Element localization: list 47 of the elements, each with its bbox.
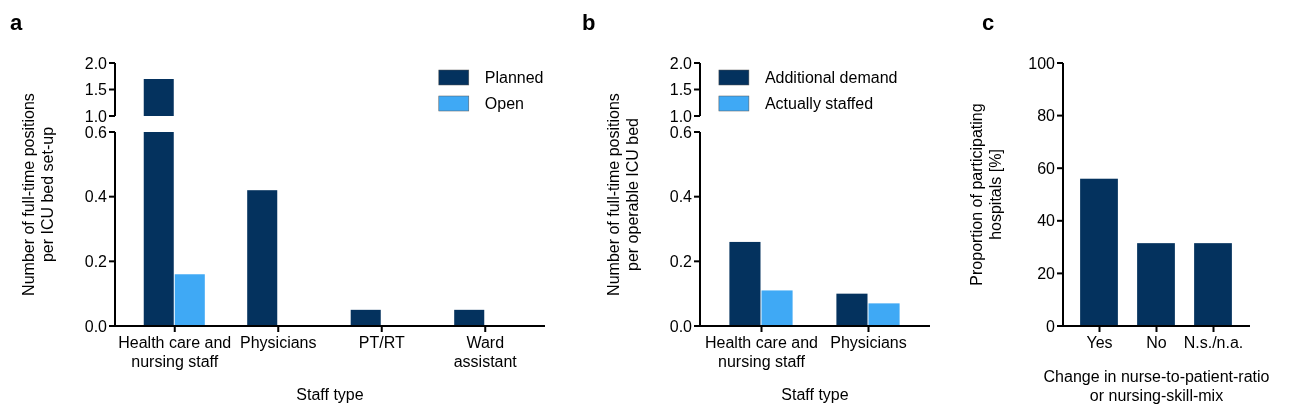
bar <box>761 290 793 326</box>
y-tick-label: 0.4 <box>669 188 693 206</box>
y-tick-label: 100 <box>1028 54 1056 72</box>
chart-title: a <box>10 10 23 35</box>
y-axis-title: Proportion of participating hospitals [%] <box>968 103 1004 286</box>
y-tick-label: 60 <box>1037 159 1056 177</box>
x-tick-label: Physicians <box>830 334 907 351</box>
y-tick-label: 0.2 <box>669 252 693 270</box>
y-tick-label: 20 <box>1037 265 1056 282</box>
y-axis-title: Number of full-time positions per ICU bed set-up <box>20 93 56 296</box>
x-tick-label: N.s./n.a. <box>1183 334 1244 351</box>
bar <box>836 293 868 326</box>
x-tick-label: Health care and nursing staff <box>118 334 232 370</box>
bar <box>454 309 485 326</box>
y-axis-title: Number of full-time positions per operable ICU bed <box>605 93 641 296</box>
x-axis-title: Staff type <box>781 386 849 403</box>
y-tick-label: 0.6 <box>669 123 693 141</box>
chart-title: c <box>982 10 995 35</box>
y-tick-label: 0.0 <box>669 317 693 335</box>
y-tick-label: 2.0 <box>84 54 108 72</box>
bar <box>729 241 761 326</box>
y-tick-label: 0.2 <box>84 252 108 270</box>
y-tick-label: 80 <box>1037 107 1056 125</box>
legend-label: Actually staffed <box>764 95 874 113</box>
x-axis-title: Staff type <box>296 386 364 403</box>
legend-label: Planned <box>484 69 544 87</box>
x-tick-label: No <box>1146 334 1167 351</box>
y-tick-label: 40 <box>1037 212 1056 230</box>
x-tick-label: Ward assistant <box>453 334 518 370</box>
y-tick-label: 0.4 <box>84 188 108 206</box>
x-tick-label: Physicians <box>240 334 317 351</box>
y-tick-label: 0 <box>1046 317 1056 335</box>
x-tick-label: Yes <box>1086 334 1113 351</box>
bar <box>868 303 900 326</box>
bar <box>350 309 381 326</box>
y-tick-label: 1.0 <box>84 107 108 125</box>
y-tick-label: 0.0 <box>84 317 108 335</box>
legend-label: Open <box>484 95 524 113</box>
legend-label: Additional demand <box>764 69 898 87</box>
y-tick-label: 1.5 <box>84 81 108 99</box>
bar <box>174 274 205 326</box>
x-axis-title: Change in nurse-to-patient-ratio or nursing-skill-mix <box>1043 368 1270 404</box>
x-tick-label: Health care and nursing staff <box>705 334 818 370</box>
y-tick-label: 0.6 <box>84 123 108 141</box>
bar <box>247 190 278 326</box>
x-tick-label: PT/RT <box>358 334 405 351</box>
chart-title: b <box>582 10 596 35</box>
